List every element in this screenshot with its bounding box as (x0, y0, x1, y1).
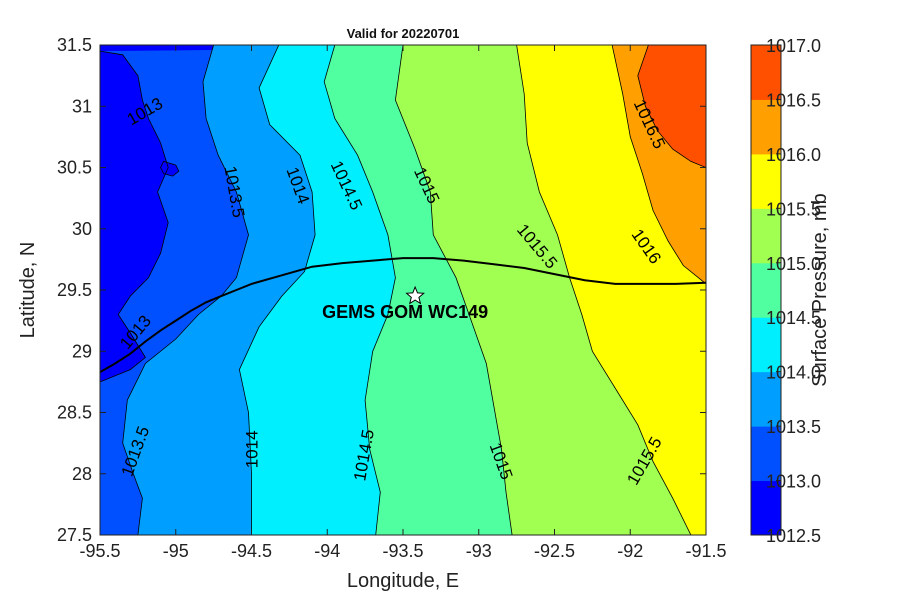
x-tick-label: -93 (466, 541, 492, 561)
x-axis-ticks: -95.5 -95 -94.5 -94 -93.5 -93 -92.5 -92 -91.5 (79, 45, 727, 561)
contour-label: 1014 (242, 430, 261, 468)
colorbar-block (751, 480, 781, 536)
contour-line-1014.0 (238, 45, 316, 535)
coastline (100, 257, 706, 373)
colorbar-blocks (751, 45, 781, 536)
y-tick-label: 30.5 (57, 158, 92, 178)
contour-line-1016.5 (637, 45, 706, 168)
x-tick-label: -94 (314, 541, 340, 561)
y-tick-label: 27.5 (57, 525, 92, 545)
y-tick-label: 30 (72, 219, 92, 239)
x-tick-label: -92.5 (534, 541, 575, 561)
colorbar-tick-label: 1015.5 (766, 199, 821, 219)
contour-line-1013.0 (160, 160, 180, 177)
y-axis-label: Latitude, N (17, 242, 39, 339)
contour-line-1013.0 (100, 50, 169, 383)
colorbar-block (751, 426, 781, 482)
colorbar-tick-label: 1015.0 (766, 254, 821, 274)
x-tick-label: -94.5 (231, 541, 272, 561)
colorbar-block (751, 99, 781, 155)
star-icon (405, 285, 425, 305)
colorbar-block (751, 45, 781, 100)
colorbar-block (751, 262, 781, 318)
y-tick-label: 28.5 (57, 403, 92, 423)
contour-line-1015.0 (394, 45, 513, 535)
x-tick-label: -92 (617, 541, 643, 561)
colorbar: 1012.5 1013.0 1013.5 1014.0 1014.5 1015.0 1015… (750, 36, 831, 546)
pressure-band-1016.5 (637, 45, 706, 168)
contour-line-layer (100, 45, 706, 535)
station-marker: GEMS GOM WC149 (322, 285, 488, 322)
contour-line-1015.5 (516, 45, 692, 535)
pressure-fill-layer (100, 45, 706, 535)
colorbar-block (751, 208, 781, 264)
coastline-layer (100, 257, 706, 373)
colorbar-label: Surface Pressure, mb (809, 193, 831, 386)
colorbar-tick-label: 1013.5 (766, 417, 821, 437)
x-axis-label: Longitude, E (347, 570, 459, 592)
colorbar-tick-label: 1014.0 (766, 363, 821, 383)
pressure-low-pocket (160, 161, 179, 177)
colorbar-tick-label: 1012.5 (766, 526, 821, 546)
y-axis-ticks: 27.5 28 28.5 29 29.5 30 30.5 31 31.5 (57, 35, 706, 545)
x-tick-label: -93.5 (382, 541, 423, 561)
y-tick-label: 28 (72, 464, 92, 484)
y-tick-label: 29 (72, 341, 92, 361)
colorbar-tick-label: 1017.0 (766, 36, 821, 56)
colorbar-tick-label: 1016.5 (766, 90, 821, 110)
x-tick-label: -91.5 (685, 541, 726, 561)
colorbar-ticks: 1012.5 1013.0 1013.5 1014.0 1014.5 1015.0 1015… (766, 36, 821, 546)
colorbar-tick-label: 1013.0 (766, 472, 821, 492)
contour-line-1013.5 (122, 45, 249, 535)
colorbar-frame (750, 44, 782, 536)
colorbar-tick-label: 1014.5 (766, 308, 821, 328)
colorbar-block (751, 317, 781, 373)
contour-line-1016.0 (611, 45, 706, 285)
y-tick-label: 31.5 (57, 35, 92, 55)
contour-line-1014.5 (323, 45, 396, 535)
colorbar-block (751, 153, 781, 209)
map-title: Valid for 20220701 (347, 26, 460, 41)
station-label: GEMS GOM WC149 (322, 302, 488, 322)
y-tick-label: 29.5 (57, 280, 92, 300)
y-tick-label: 31 (72, 96, 92, 116)
x-tick-label: -95 (163, 541, 189, 561)
x-tick-label: -95.5 (79, 541, 120, 561)
colorbar-tick-label: 1016.0 (766, 145, 821, 165)
colorbar-block (751, 371, 781, 427)
